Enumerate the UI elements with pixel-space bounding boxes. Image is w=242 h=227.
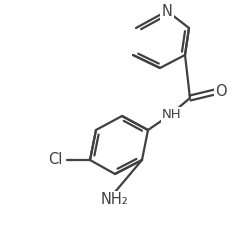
Text: NH: NH [162,109,182,121]
Text: N: N [162,3,173,18]
Text: Cl: Cl [48,153,62,168]
Text: NH₂: NH₂ [101,192,129,207]
Text: O: O [215,84,227,99]
